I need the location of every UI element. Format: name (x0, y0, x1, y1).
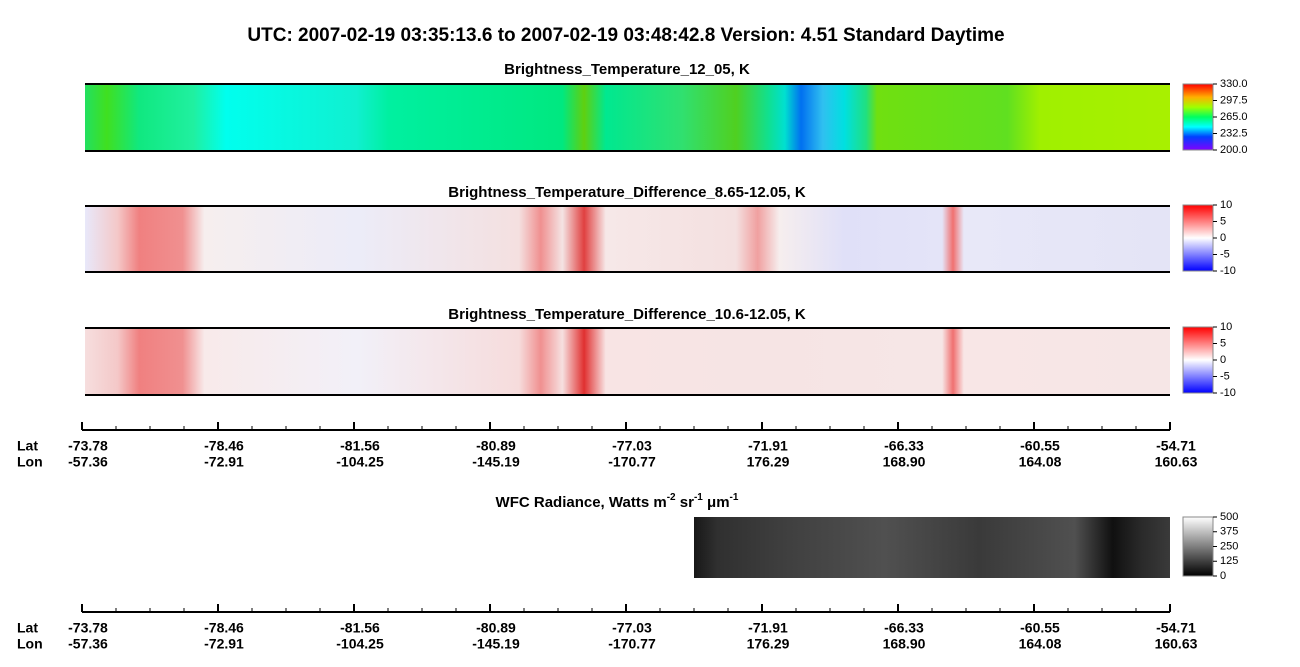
lat-label: -66.33 (884, 438, 924, 454)
colorbar-tick-label: 0 (1220, 570, 1226, 582)
lat-label: -73.78 (68, 438, 108, 454)
panel-title: Brightness_Temperature_Difference_8.65-1… (448, 184, 806, 201)
colorbar-tick-label: 330.0 (1220, 78, 1248, 90)
lon-label: -170.77 (608, 636, 656, 652)
lat-label: -80.89 (476, 438, 516, 454)
colorbar-tick-label: -5 (1220, 370, 1230, 382)
lat-label: -71.91 (748, 620, 788, 636)
lon-label: 164.08 (1019, 636, 1062, 652)
colorbar-tick-label: 250 (1220, 540, 1238, 552)
superscript: -1 (730, 492, 739, 503)
lat-label: -80.89 (476, 620, 516, 636)
colorbar-tick-label: 265.0 (1220, 111, 1248, 123)
colorbar-tick-label: -10 (1220, 265, 1236, 277)
colorbar-tick-label: 10 (1220, 199, 1232, 211)
lat-label: -78.46 (204, 620, 244, 636)
lat-label: -77.03 (612, 438, 652, 454)
lon-label: 168.90 (883, 454, 926, 470)
colorbar-tick-label: -10 (1220, 387, 1236, 399)
colorbar-tick-label: -5 (1220, 248, 1230, 260)
colorbar-tick-label: 500 (1220, 511, 1238, 523)
colorbar-tick-label: 0 (1220, 232, 1226, 244)
title-part: WFC Radiance, Watts m (496, 494, 667, 511)
lat-label: -81.56 (340, 620, 380, 636)
row-label: Lon (17, 636, 43, 652)
lon-label: -57.36 (68, 636, 108, 652)
lon-label: -104.25 (336, 636, 384, 652)
colorbar-tick-label: 0 (1220, 354, 1226, 366)
row-label: Lon (17, 454, 43, 470)
image-panel (85, 84, 1170, 151)
lat-label: -54.71 (1156, 620, 1196, 636)
lat-label: -73.78 (68, 620, 108, 636)
lon-label: -72.91 (204, 636, 244, 652)
title: UTC: 2007-02-19 03:35:13.6 to 2007-02-19… (247, 25, 1004, 46)
row-label: Lat (17, 620, 38, 636)
title-part: sr (676, 494, 695, 511)
colorbar (1182, 204, 1214, 272)
colorbar (1182, 326, 1214, 394)
lon-label: 160.63 (1155, 636, 1198, 652)
superscript: -1 (694, 492, 703, 503)
lat-label: -77.03 (612, 620, 652, 636)
colorbar-tick-label: 297.5 (1220, 94, 1248, 106)
colorbar-tick-label: 375 (1220, 526, 1238, 538)
panel-title: WFC Radiance, Watts m-2 sr-1 μm-1 (496, 492, 739, 511)
lat-label: -78.46 (204, 438, 244, 454)
colorbar-tick-label: 200.0 (1220, 144, 1248, 156)
colorbar-tick-label: 10 (1220, 321, 1232, 333)
panel-borders (85, 83, 1170, 396)
panel-title: Brightness_Temperature_12_05, K (504, 61, 750, 78)
lat-label: -81.56 (340, 438, 380, 454)
title-part: μm (703, 494, 730, 511)
lon-label: 176.29 (747, 454, 790, 470)
image-panel (85, 328, 1170, 395)
colorbar (1182, 83, 1214, 151)
image-panel (694, 517, 1170, 578)
lon-label: -57.36 (68, 454, 108, 470)
lon-label: 164.08 (1019, 454, 1062, 470)
lon-label: -170.77 (608, 454, 656, 470)
lon-label: -104.25 (336, 454, 384, 470)
panel-title: Brightness_Temperature_Difference_10.6-1… (448, 306, 806, 323)
lon-label: -145.19 (472, 636, 520, 652)
lat-label: -60.55 (1020, 438, 1060, 454)
colorbar-tick-label: 5 (1220, 215, 1226, 227)
row-label: Lat (17, 438, 38, 454)
superscript: -2 (667, 492, 676, 503)
lat-label: -54.71 (1156, 438, 1196, 454)
lat-label: -66.33 (884, 620, 924, 636)
lat-label: -71.91 (748, 438, 788, 454)
colorbar (1182, 516, 1214, 577)
lat-label: -60.55 (1020, 620, 1060, 636)
lon-label: 168.90 (883, 636, 926, 652)
colorbar-tick-label: 232.5 (1220, 127, 1248, 139)
lon-label: -145.19 (472, 454, 520, 470)
lon-label: 176.29 (747, 636, 790, 652)
image-panel (85, 206, 1170, 272)
lon-label: 160.63 (1155, 454, 1198, 470)
colorbar-tick-label: 125 (1220, 555, 1238, 567)
colorbar-tick-label: 5 (1220, 337, 1226, 349)
lon-label: -72.91 (204, 454, 244, 470)
